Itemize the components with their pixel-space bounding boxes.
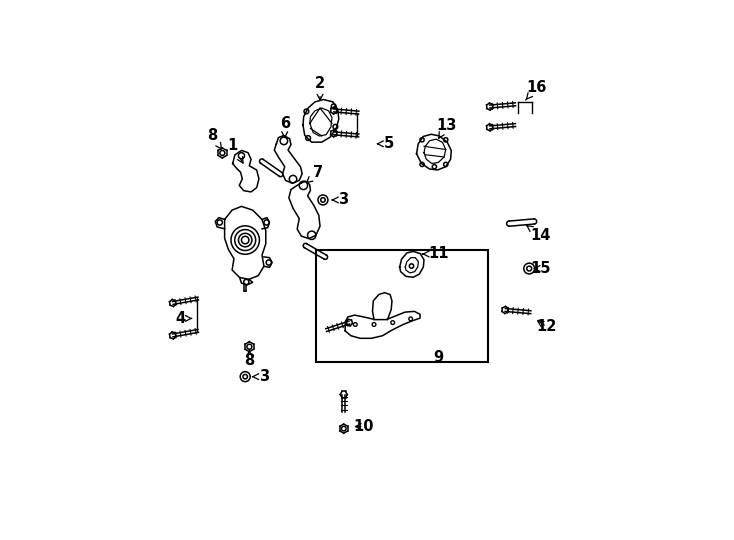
Text: 9: 9 bbox=[434, 350, 443, 366]
Text: 7: 7 bbox=[307, 165, 323, 183]
Text: 16: 16 bbox=[526, 80, 546, 100]
Text: 5: 5 bbox=[377, 136, 393, 151]
Text: 4: 4 bbox=[175, 311, 192, 326]
Text: 13: 13 bbox=[437, 118, 457, 138]
Text: 12: 12 bbox=[537, 319, 557, 334]
Text: 3: 3 bbox=[332, 192, 348, 207]
Text: 10: 10 bbox=[354, 419, 374, 434]
Text: 2: 2 bbox=[315, 76, 325, 100]
Text: 11: 11 bbox=[423, 246, 448, 261]
Text: 6: 6 bbox=[280, 116, 290, 138]
Text: 14: 14 bbox=[527, 226, 550, 243]
Text: 3: 3 bbox=[252, 369, 269, 384]
Text: 1: 1 bbox=[228, 138, 243, 163]
Text: 8: 8 bbox=[207, 128, 222, 149]
Text: 15: 15 bbox=[530, 261, 550, 276]
Bar bbox=[316, 250, 488, 362]
Text: 8: 8 bbox=[244, 350, 255, 368]
